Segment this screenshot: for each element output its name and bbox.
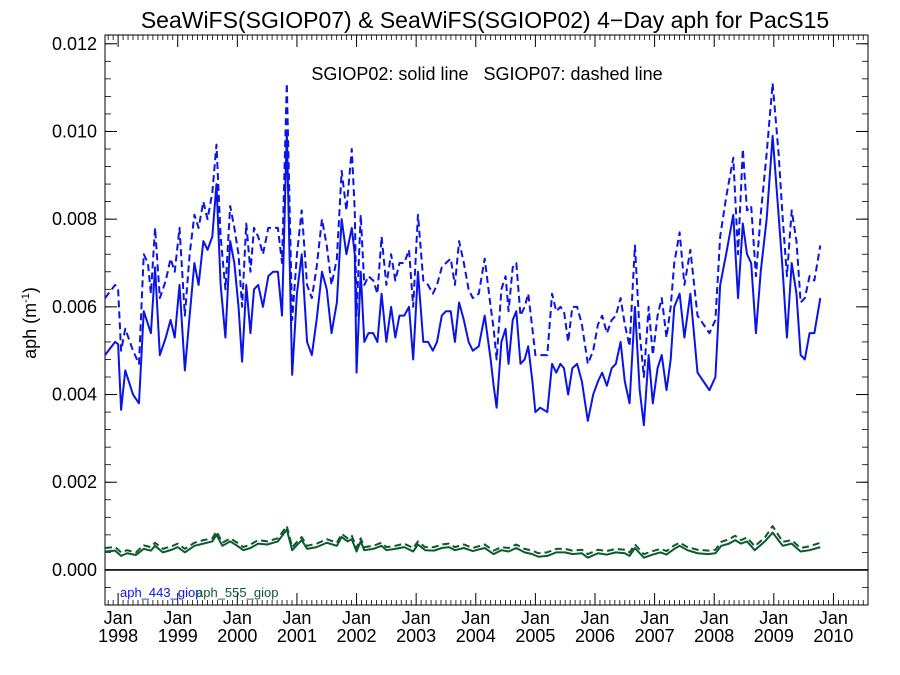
series-line-aph_555_giop_sgiop07: [104, 525, 821, 556]
x-tick-label-year: 2007: [635, 626, 675, 646]
plot-frame: [104, 34, 869, 606]
x-tick-label-year: 2002: [337, 626, 377, 646]
x-tick-label-month: Jan: [342, 608, 371, 628]
x-tick-label-month: Jan: [461, 608, 490, 628]
x-tick-label-year: 1998: [98, 626, 138, 646]
x-tick-label-year: 2001: [277, 626, 317, 646]
x-tick-label-month: Jan: [580, 608, 609, 628]
y-tick-label: 0.010: [52, 121, 97, 141]
x-tick-label-month: Jan: [104, 608, 133, 628]
legend-label: aph_443_giop: [120, 585, 202, 600]
x-tick-label-year: 2006: [575, 626, 615, 646]
x-tick-label-year: 2000: [217, 626, 257, 646]
x-tick-label-year: 2003: [396, 626, 436, 646]
y-axis-label-superscript: -1: [20, 293, 32, 303]
y-axis-label: aph (m-1): [20, 287, 40, 359]
x-tick-label-year: 2009: [754, 626, 794, 646]
x-tick-label-year: 2004: [456, 626, 496, 646]
y-axis-label-text: aph (m: [20, 303, 40, 359]
x-tick-label-year: 1999: [158, 626, 198, 646]
series-line-aph_443_giop_sgiop07: [104, 82, 822, 378]
x-tick-label-month: Jan: [700, 608, 729, 628]
x-tick-label-year: 2008: [694, 626, 734, 646]
y-tick-label: 0.006: [52, 297, 97, 317]
y-axis-label-close: ): [20, 287, 40, 293]
x-tick-label-month: Jan: [521, 608, 550, 628]
x-tick-label-year: 2010: [813, 626, 853, 646]
y-tick-label: 0.000: [52, 560, 97, 580]
x-tick-label-month: Jan: [282, 608, 311, 628]
series-line-aph_555_giop: [104, 528, 821, 559]
x-tick-label-month: Jan: [819, 608, 848, 628]
chart-title: SeaWiFS(SGIOP07) & SeaWiFS(SGIOP02) 4−Da…: [141, 7, 829, 33]
x-tick-label-month: Jan: [640, 608, 669, 628]
line-style-annotation: SGIOP02: solid line SGIOP07: dashed line: [311, 64, 662, 84]
x-tick-label-month: Jan: [759, 608, 788, 628]
x-tick-label-month: Jan: [223, 608, 252, 628]
legend-label: aph_555_giop: [196, 585, 278, 600]
series-line-aph_443_giop: [104, 130, 822, 427]
plot-area: 0.0000.0020.0040.0060.0080.0100.012Jan19…: [52, 34, 869, 646]
x-tick-label-year: 2005: [515, 626, 555, 646]
x-tick-label-month: Jan: [402, 608, 431, 628]
y-tick-label: 0.008: [52, 209, 97, 229]
x-tick-label-month: Jan: [163, 608, 192, 628]
y-tick-label: 0.012: [52, 34, 97, 54]
y-tick-label: 0.002: [52, 472, 97, 492]
y-tick-label: 0.004: [52, 385, 97, 405]
